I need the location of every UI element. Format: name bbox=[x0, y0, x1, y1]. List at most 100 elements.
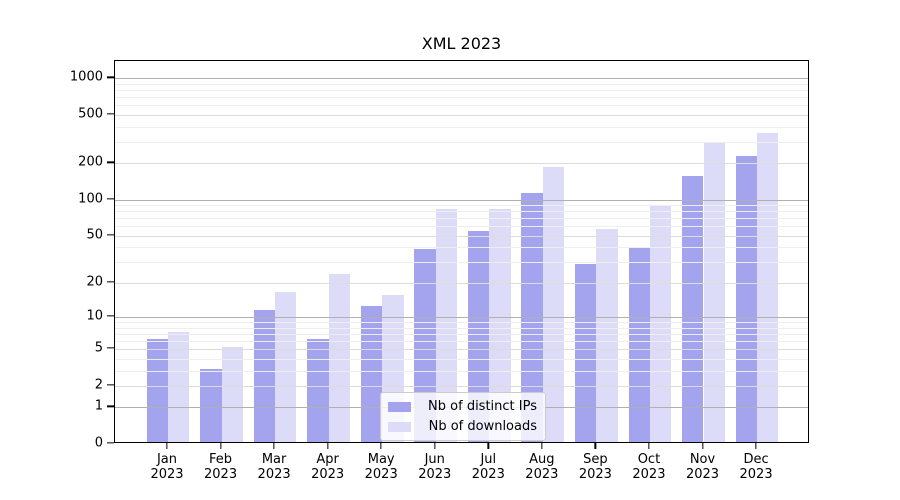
bar-downloads-mar bbox=[275, 292, 297, 442]
x-tick-year: 2023 bbox=[685, 467, 720, 482]
legend-swatch-distinct-ips bbox=[388, 401, 411, 412]
x-tick-month: Mar bbox=[261, 452, 287, 467]
bar-distinct-ips-dec bbox=[735, 156, 758, 442]
y-tick-label-50: 50 bbox=[86, 227, 103, 243]
x-tick-mark-dec bbox=[755, 443, 757, 449]
legend: Nb of distinct IPs Nb of downloads bbox=[380, 392, 546, 441]
x-tick-month: Nov bbox=[689, 452, 716, 467]
x-tick-label-dec: Dec 2023 bbox=[726, 452, 786, 482]
x-tick-month: Apr bbox=[316, 452, 339, 467]
x-tick-mark-apr bbox=[326, 443, 329, 449]
bar-downloads-sep bbox=[596, 228, 618, 442]
bar-distinct-ips-apr bbox=[307, 338, 329, 442]
y-tick-label-1000: 1000 bbox=[69, 69, 103, 85]
bars-layer bbox=[115, 61, 808, 442]
y-tick-label-0: 0 bbox=[94, 435, 103, 451]
x-tick-mark-oct bbox=[648, 443, 650, 449]
x-tick-label-nov: Nov 2023 bbox=[673, 452, 733, 482]
bar-distinct-ips-may bbox=[360, 306, 383, 442]
x-tick-year: 2023 bbox=[471, 467, 505, 482]
bar-downloads-oct bbox=[649, 206, 672, 442]
bar-distinct-ips-feb bbox=[200, 368, 222, 442]
legend-swatch-downloads bbox=[388, 421, 411, 432]
x-tick-label-jan: Jan 2023 bbox=[137, 452, 197, 482]
bar-distinct-ips-nov bbox=[682, 176, 704, 442]
y-tick-label-1: 1 bbox=[94, 398, 103, 414]
bar-downloads-jul bbox=[489, 209, 511, 442]
x-tick-mark-jun bbox=[434, 443, 436, 449]
chart-title: XML 2023 bbox=[421, 34, 502, 53]
y-tick-label-500: 500 bbox=[78, 106, 103, 122]
bar-downloads-dec bbox=[757, 133, 779, 442]
bar-distinct-ips-mar bbox=[253, 310, 276, 442]
y-tick-mark-1000 bbox=[107, 76, 114, 78]
y-tick-label-5: 5 bbox=[94, 340, 103, 356]
y-tick-mark-0 bbox=[107, 442, 114, 444]
legend-entry-distinct-ips: Nb of distinct IPs bbox=[388, 399, 537, 414]
x-tick-mark-nov bbox=[701, 443, 704, 449]
legend-label-downloads: Nb of downloads bbox=[428, 419, 537, 434]
x-tick-year: 2023 bbox=[578, 467, 612, 482]
x-tick-label-jul: Jul 2023 bbox=[458, 452, 518, 482]
x-tick-label-apr: Apr 2023 bbox=[298, 452, 358, 482]
y-tick-label-200: 200 bbox=[78, 154, 103, 170]
y-tick-mark-100 bbox=[107, 198, 114, 200]
x-tick-month: Aug bbox=[529, 452, 555, 467]
bar-distinct-ips-oct bbox=[628, 248, 650, 442]
x-tick-month: Sep bbox=[583, 452, 608, 467]
bar-downloads-feb bbox=[221, 347, 243, 442]
x-tick-year: 2023 bbox=[364, 467, 398, 482]
x-tick-year: 2023 bbox=[150, 467, 184, 482]
x-tick-month: Dec bbox=[743, 452, 769, 467]
x-tick-mark-may bbox=[380, 443, 382, 449]
y-tick-mark-500 bbox=[107, 113, 114, 115]
bar-downloads-jan bbox=[168, 331, 190, 442]
x-tick-month: Jul bbox=[480, 452, 497, 467]
x-tick-month: Jun bbox=[424, 452, 445, 467]
x-tick-month: Oct bbox=[637, 452, 661, 467]
legend-entry-downloads: Nb of downloads bbox=[388, 419, 537, 434]
x-tick-year: 2023 bbox=[632, 467, 666, 482]
x-tick-year: 2023 bbox=[525, 467, 559, 482]
bar-downloads-aug bbox=[542, 166, 565, 442]
y-tick-label-20: 20 bbox=[86, 274, 103, 290]
x-tick-year: 2023 bbox=[311, 467, 345, 482]
x-tick-mark-sep bbox=[594, 443, 597, 449]
bar-distinct-ips-sep bbox=[575, 263, 597, 442]
x-tick-label-feb: Feb 2023 bbox=[191, 452, 251, 482]
x-tick-mark-jul bbox=[487, 443, 489, 449]
x-tick-label-may: May 2023 bbox=[351, 452, 411, 482]
bar-downloads-apr bbox=[328, 273, 351, 442]
y-tick-mark-2 bbox=[107, 384, 114, 386]
x-tick-mark-aug bbox=[541, 443, 543, 449]
bar-distinct-ips-jan bbox=[146, 338, 168, 442]
x-tick-year: 2023 bbox=[257, 467, 291, 482]
x-tick-year: 2023 bbox=[418, 467, 452, 482]
x-tick-label-aug: Aug 2023 bbox=[512, 452, 572, 482]
y-tick-mark-10 bbox=[107, 315, 114, 317]
x-tick-mark-jan bbox=[166, 443, 168, 449]
y-tick-mark-50 bbox=[107, 234, 114, 236]
x-tick-year: 2023 bbox=[204, 467, 238, 482]
y-tick-label-2: 2 bbox=[94, 377, 103, 393]
bar-downloads-nov bbox=[703, 141, 725, 442]
plot-area: Nb of distinct IPs Nb of downloads bbox=[114, 60, 809, 443]
y-tick-mark-200 bbox=[107, 161, 114, 163]
x-tick-month: May bbox=[367, 452, 395, 467]
x-tick-label-jun: Jun 2023 bbox=[405, 452, 465, 482]
x-tick-label-mar: Mar 2023 bbox=[244, 452, 304, 482]
x-tick-mark-feb bbox=[219, 443, 222, 449]
legend-label-distinct-ips: Nb of distinct IPs bbox=[428, 399, 537, 414]
x-tick-mark-mar bbox=[273, 443, 275, 449]
y-tick-label-100: 100 bbox=[78, 191, 103, 207]
x-tick-year: 2023 bbox=[739, 467, 773, 482]
x-tick-label-sep: Sep 2023 bbox=[565, 452, 625, 482]
x-tick-label-oct: Oct 2023 bbox=[619, 452, 679, 482]
x-tick-month: Jan bbox=[156, 452, 178, 467]
y-tick-mark-5 bbox=[107, 347, 114, 349]
x-tick-month: Feb bbox=[209, 452, 233, 467]
bar-downloads-jun bbox=[435, 209, 458, 442]
y-tick-label-10: 10 bbox=[86, 308, 103, 324]
y-tick-mark-20 bbox=[107, 281, 114, 283]
